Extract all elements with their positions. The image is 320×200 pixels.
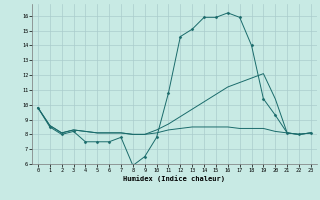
X-axis label: Humidex (Indice chaleur): Humidex (Indice chaleur)	[124, 175, 225, 182]
